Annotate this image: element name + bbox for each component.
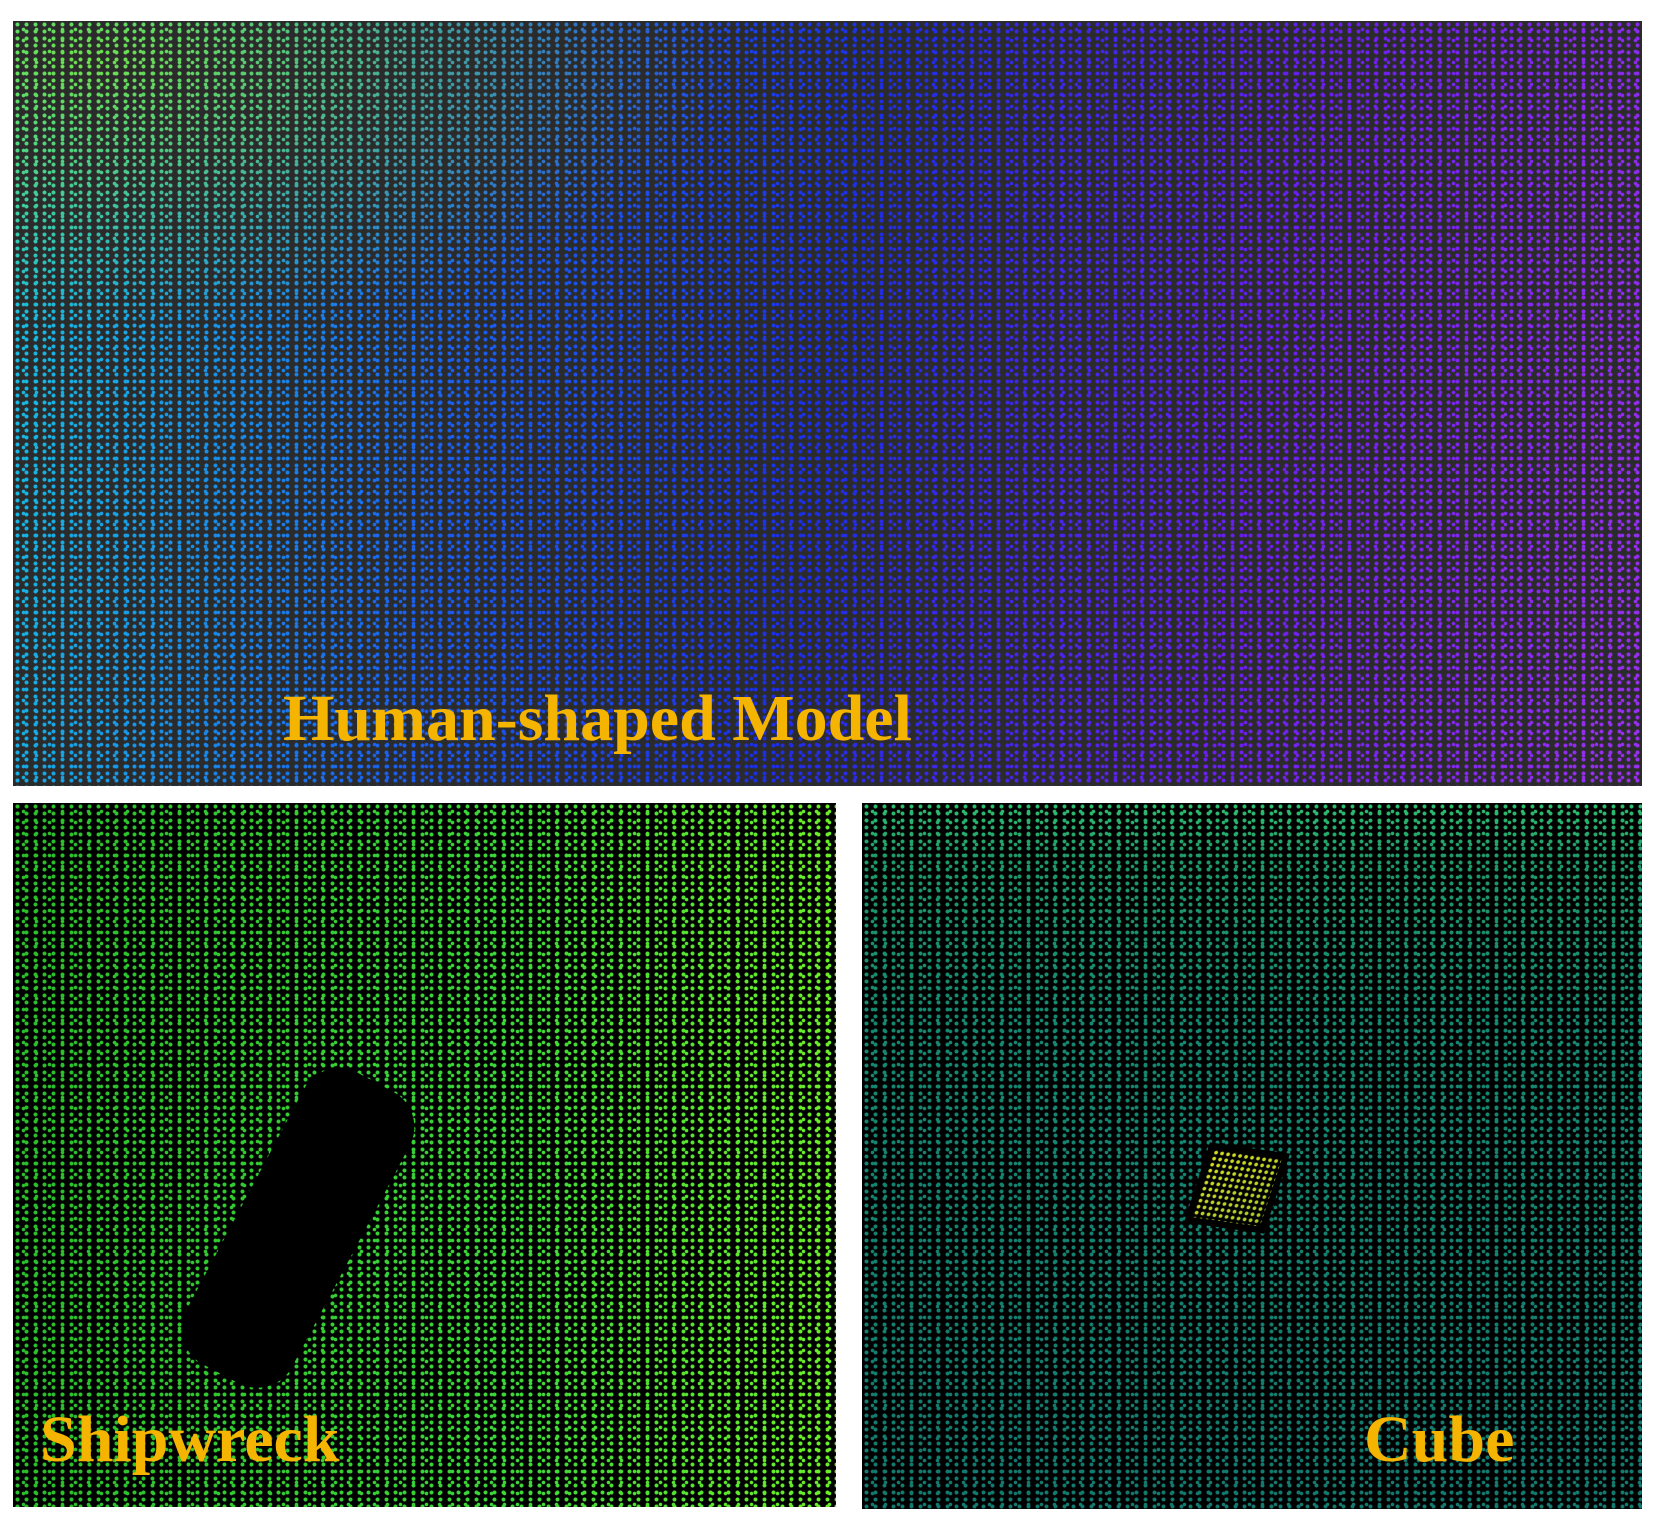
- cube-panel: Cube: [862, 803, 1642, 1509]
- panel-label: Human-shaped Model: [283, 682, 912, 755]
- panel-label: Cube: [1364, 1403, 1515, 1476]
- shipwreck-panel: Shipwreck: [13, 803, 836, 1507]
- point-cloud: [13, 21, 1642, 786]
- cube-points: [1191, 1149, 1283, 1227]
- human-model-panel: Human-shaped Model: [13, 21, 1642, 786]
- point-cloud: [13, 803, 836, 1507]
- panel-label: Shipwreck: [40, 1403, 340, 1476]
